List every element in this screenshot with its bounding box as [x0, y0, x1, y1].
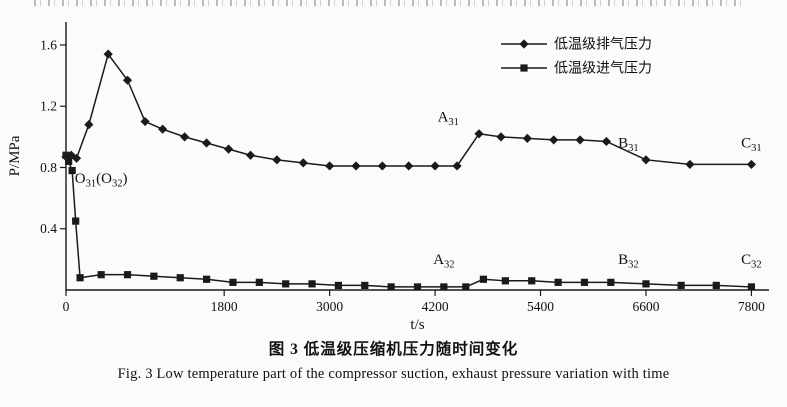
- data-point-marker: [387, 283, 395, 291]
- data-point-marker: [223, 144, 234, 154]
- figure-caption-english: Fig. 3 Low temperature part of the compr…: [117, 366, 670, 382]
- series-suction-pressure: [62, 151, 756, 291]
- data-point-marker: [308, 280, 316, 288]
- data-point-marker: [452, 161, 462, 171]
- annotation-label: B32: [618, 252, 639, 270]
- annotation-label: C31: [741, 136, 762, 155]
- data-point-marker: [430, 161, 440, 171]
- data-point-marker: [580, 278, 589, 286]
- data-point-marker: [677, 281, 685, 290]
- data-point-marker: [413, 283, 422, 291]
- data-point-marker: [462, 283, 470, 291]
- x-tick-label: 0: [63, 299, 70, 314]
- data-point-marker: [712, 281, 720, 290]
- data-point-marker: [68, 166, 76, 175]
- data-point-marker: [176, 274, 184, 282]
- x-axis-label: t/s: [410, 317, 424, 333]
- data-point-marker: [84, 120, 94, 130]
- y-tick-label: 0.8: [40, 160, 57, 175]
- annotation-label: C32: [741, 252, 762, 270]
- data-point-marker: [496, 132, 506, 142]
- data-point-marker: [747, 283, 756, 291]
- data-point-marker: [351, 161, 361, 171]
- x-tick-label: 7800: [738, 299, 765, 314]
- data-point-marker: [325, 161, 335, 171]
- annotation-label: B31: [618, 136, 639, 155]
- legend-label: 低温级排气压力: [554, 37, 652, 53]
- y-axis-label: P/MPa: [7, 135, 23, 176]
- y-tick-label: 1.2: [40, 99, 57, 114]
- data-point-marker: [479, 275, 488, 283]
- data-point-marker: [229, 278, 237, 286]
- data-point-marker: [255, 278, 263, 286]
- series-line: [65, 154, 752, 288]
- x-tick-label: 1800: [211, 299, 238, 314]
- data-point-marker: [150, 272, 158, 280]
- annotation-label: A32: [433, 252, 454, 270]
- data-point-marker: [528, 277, 536, 285]
- data-point-marker: [203, 275, 211, 283]
- data-point-marker: [282, 280, 290, 288]
- data-point-marker: [334, 281, 343, 290]
- data-point-marker: [440, 283, 448, 291]
- data-point-marker: [65, 157, 73, 165]
- data-point-marker: [71, 153, 82, 163]
- data-point-marker: [641, 155, 651, 165]
- axes: [65, 22, 769, 291]
- data-point-marker: [72, 217, 80, 225]
- data-point-marker: [202, 138, 212, 148]
- legend-entry: 低温级进气压力: [501, 61, 652, 77]
- data-point-marker: [103, 49, 113, 59]
- data-point-marker: [123, 271, 132, 279]
- pressure-time-chart: 0.4 0.8 1.2 1.6 0 1800 3000 4200 5400 6600 7800 t/s…: [7, 22, 769, 333]
- data-point-marker: [272, 155, 282, 165]
- annotation-label: A31: [438, 110, 459, 128]
- cropped-text-remnant: [34, 0, 743, 6]
- x-tick-label: 5400: [527, 299, 554, 314]
- legend-entry: 低温级排气压力: [501, 37, 652, 53]
- y-tick-label: 0.4: [40, 221, 57, 236]
- legend-diamond-icon: [519, 39, 529, 49]
- data-point-marker: [140, 116, 150, 127]
- data-point-marker: [685, 159, 695, 170]
- data-point-marker: [642, 280, 650, 288]
- data-point-marker: [607, 278, 615, 286]
- data-point-marker: [601, 136, 612, 147]
- data-point-marker: [474, 129, 484, 139]
- y-tick-label: 1.6: [40, 37, 57, 52]
- data-point-marker: [377, 161, 387, 171]
- data-point-marker: [76, 274, 84, 282]
- data-point-marker: [549, 135, 559, 145]
- annotation-label: O31(O32): [75, 171, 128, 190]
- data-point-marker: [298, 158, 308, 168]
- data-point-marker: [62, 151, 70, 159]
- data-point-marker: [122, 75, 133, 85]
- figure-caption-chinese: 图 3 低温级压缩机压力随时间变化: [268, 341, 519, 358]
- data-point-marker: [575, 135, 585, 145]
- x-tick-label: 4200: [422, 299, 449, 314]
- data-point-marker: [180, 132, 190, 142]
- data-point-marker: [522, 133, 532, 143]
- x-tick-label: 6600: [632, 299, 659, 314]
- data-point-marker: [554, 278, 562, 286]
- data-point-marker: [245, 150, 256, 160]
- data-point-marker: [746, 159, 757, 170]
- legend-square-icon: [520, 64, 528, 72]
- data-point-marker: [404, 161, 414, 171]
- data-point-marker: [501, 277, 509, 285]
- data-point-marker: [361, 281, 369, 290]
- data-point-marker: [97, 271, 105, 279]
- data-point-marker: [158, 124, 168, 134]
- x-tick-label: 3000: [316, 299, 343, 314]
- legend-label: 低温级进气压力: [554, 61, 652, 77]
